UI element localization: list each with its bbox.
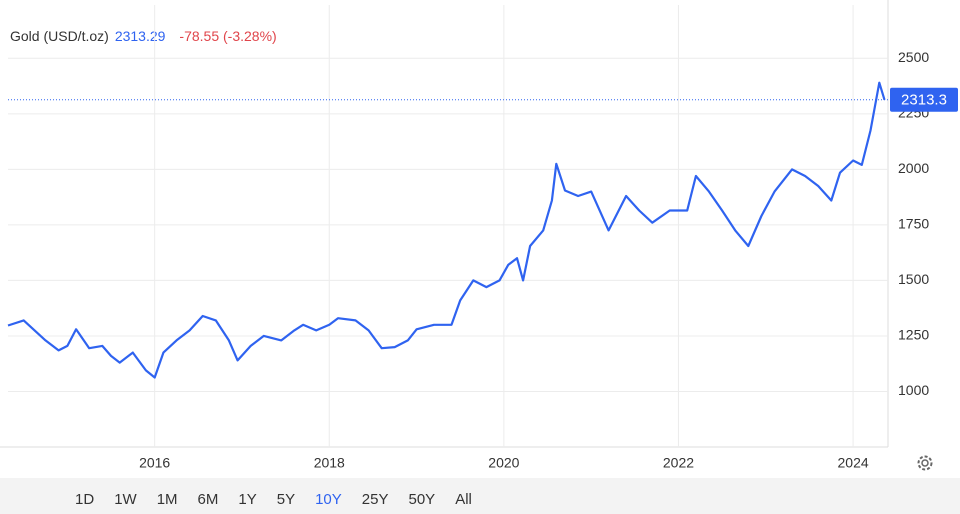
range-button[interactable]: 1W bbox=[114, 491, 137, 508]
x-tick-label: 2020 bbox=[488, 455, 519, 471]
range-button[interactable]: 1Y bbox=[238, 491, 256, 508]
range-bar bbox=[0, 478, 960, 514]
y-tick-label: 1750 bbox=[898, 216, 929, 232]
range-button[interactable]: 1M bbox=[157, 491, 178, 508]
range-button[interactable]: 6M bbox=[198, 491, 219, 508]
range-button[interactable]: 25Y bbox=[362, 491, 389, 508]
y-tick-label: 1000 bbox=[898, 382, 929, 398]
title: Gold (USD/t.oz) bbox=[10, 28, 109, 44]
x-tick-label: 2018 bbox=[314, 455, 345, 471]
range-button[interactable]: 1D bbox=[75, 491, 94, 508]
x-tick-label: 2024 bbox=[838, 455, 869, 471]
y-tick-label: 2500 bbox=[898, 49, 929, 65]
x-tick-label: 2022 bbox=[663, 455, 694, 471]
x-tick-label: 2016 bbox=[139, 455, 170, 471]
last-price-box bbox=[890, 87, 958, 112]
last-price-label: 2313.3 bbox=[901, 92, 947, 109]
range-button[interactable]: All bbox=[455, 491, 472, 508]
range-button[interactable]: 5Y bbox=[277, 491, 295, 508]
range-button[interactable]: 10Y bbox=[315, 491, 342, 508]
range-button[interactable]: 50Y bbox=[409, 491, 436, 508]
y-tick-label: 1250 bbox=[898, 327, 929, 343]
header: Gold (USD/t.oz) 2313.29 -78.55 (-3.28%) bbox=[10, 28, 277, 44]
price-line bbox=[7, 81, 886, 379]
y-tick-label: 2000 bbox=[898, 160, 929, 176]
change: -78.55 (-3.28%) bbox=[179, 28, 276, 44]
price: 2313.29 bbox=[115, 28, 166, 44]
settings-icon[interactable] bbox=[917, 455, 933, 471]
y-tick-label: 1500 bbox=[898, 271, 929, 287]
